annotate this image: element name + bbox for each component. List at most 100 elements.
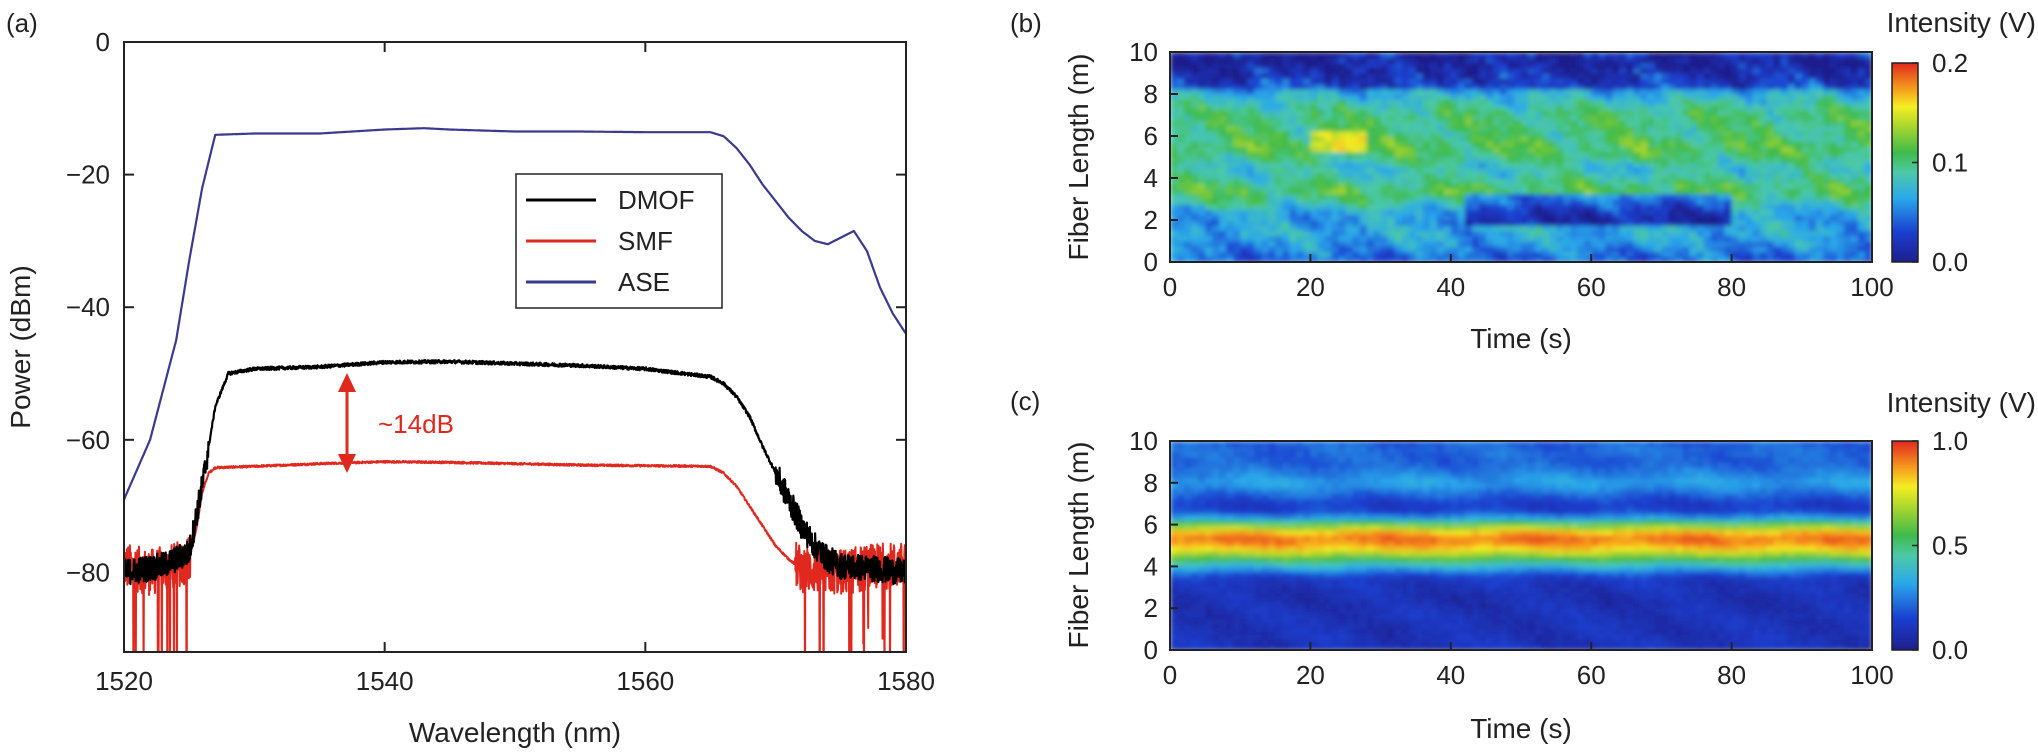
heatmap-cell <box>1542 115 1550 121</box>
heatmap-cell <box>1366 251 1375 258</box>
heatmap-cell <box>1836 104 1845 111</box>
heatmap-cell <box>1598 241 1606 247</box>
heatmap-cell <box>1247 83 1255 90</box>
heatmap-cell <box>1682 214 1691 221</box>
heatmap-cell <box>1303 251 1311 258</box>
heatmap-cell <box>1478 618 1487 625</box>
heatmap-cell <box>1584 639 1592 646</box>
heatmap-cell <box>1858 256 1866 263</box>
heatmap-cell <box>1850 130 1859 137</box>
heatmap-cell <box>1682 88 1691 95</box>
heatmap-cell <box>1738 603 1747 609</box>
heatmap-cell <box>1324 623 1332 630</box>
heatmap-cell <box>1745 52 1754 58</box>
heatmap-cell <box>1366 99 1375 106</box>
heatmap-cell <box>1219 104 1227 111</box>
heatmap-cell <box>1815 52 1824 58</box>
heatmap-cell <box>1647 193 1655 200</box>
heatmap-cell <box>1696 99 1705 106</box>
heatmap-cell <box>1815 199 1824 205</box>
heatmap-cell <box>1633 256 1641 263</box>
heatmap-cell <box>1731 146 1740 153</box>
heatmap-cell <box>1485 141 1494 148</box>
heatmap-cell <box>1324 62 1332 69</box>
heatmap-cell <box>1317 220 1325 226</box>
heatmap-cell <box>1219 204 1227 211</box>
heatmap-cell <box>1731 109 1740 116</box>
heatmap-cell <box>1233 162 1241 169</box>
heatmap-cell <box>1296 94 1304 100</box>
heatmap-cell <box>1408 83 1417 90</box>
heatmap-cell <box>1724 241 1733 247</box>
heatmap-cell <box>1296 52 1304 58</box>
heatmap-cell <box>1261 57 1269 64</box>
heatmap-cell <box>1457 199 1466 205</box>
heatmap-cell <box>1570 104 1578 111</box>
heatmap-cell <box>1577 603 1585 609</box>
heatmap-cell <box>1521 235 1529 242</box>
heatmap-cell <box>1822 251 1831 258</box>
heatmap-cell <box>1401 88 1410 95</box>
heatmap-cell <box>1865 220 1873 226</box>
heatmap-cell <box>1296 639 1304 646</box>
heatmap-cell <box>1563 120 1571 127</box>
heatmap-cell <box>1219 634 1227 641</box>
heatmap-cell <box>1514 235 1522 242</box>
heatmap-cell <box>1577 188 1585 195</box>
heatmap-cell <box>1710 246 1719 253</box>
heatmap-cell <box>1661 618 1669 625</box>
heatmap-cell <box>1521 603 1529 609</box>
heatmap-cell <box>1549 241 1557 247</box>
heatmap-cell <box>1661 230 1669 237</box>
heatmap-cell <box>1731 623 1740 630</box>
heatmap-cell <box>1219 162 1227 169</box>
heatmap-cell <box>1170 183 1178 190</box>
heatmap-cell <box>1471 214 1480 221</box>
heatmap-cell <box>1703 130 1712 137</box>
heatmap-cell <box>1696 157 1705 163</box>
heatmap-cell <box>1485 73 1494 79</box>
heatmap-cell <box>1829 88 1838 95</box>
heatmap-cell <box>1436 151 1445 158</box>
heatmap-cell <box>1619 99 1627 106</box>
heatmap-cell <box>1696 88 1705 95</box>
heatmap-cell <box>1843 172 1852 179</box>
heatmap-cell <box>1331 67 1340 74</box>
heatmap-cell <box>1661 183 1669 190</box>
heatmap-cell <box>1212 199 1220 205</box>
heatmap-cell <box>1507 130 1515 137</box>
heatmap-cell <box>1233 136 1241 142</box>
heatmap-cell <box>1738 62 1747 69</box>
heatmap-cell <box>1794 235 1803 242</box>
heatmap-cell <box>1191 629 1199 635</box>
heatmap-cell <box>1717 130 1726 137</box>
heatmap-cell <box>1373 172 1382 179</box>
heatmap-cell <box>1387 67 1396 74</box>
heatmap-cell <box>1184 120 1192 127</box>
legend-label-dmof: DMOF <box>618 185 695 215</box>
heatmap-cell <box>1401 608 1410 614</box>
heatmap-cell <box>1233 104 1241 111</box>
heatmap-cell <box>1626 109 1634 116</box>
heatmap-cell <box>1710 88 1719 95</box>
heatmap-cell <box>1226 629 1234 635</box>
heatmap-cell <box>1598 78 1606 85</box>
heatmap-cell <box>1268 634 1276 641</box>
heatmap-cell <box>1240 62 1248 69</box>
heatmap-cell <box>1858 199 1866 205</box>
heatmap-cell <box>1170 52 1178 58</box>
heatmap-cell <box>1443 99 1452 106</box>
heatmap-cell <box>1780 634 1789 641</box>
heatmap-cell <box>1212 178 1220 184</box>
heatmap-cell <box>1170 608 1178 614</box>
heatmap-cell <box>1289 608 1297 614</box>
heatmap-cell <box>1773 629 1782 635</box>
heatmap-cell <box>1198 608 1206 614</box>
heatmap-cell <box>1387 130 1396 137</box>
heatmap-cell <box>1801 88 1810 95</box>
heatmap-cell <box>1647 83 1655 90</box>
heatmap-cell <box>1408 67 1417 74</box>
heatmap-cell <box>1759 251 1768 258</box>
heatmap-cell <box>1394 220 1403 226</box>
heatmap-cell <box>1584 613 1592 620</box>
